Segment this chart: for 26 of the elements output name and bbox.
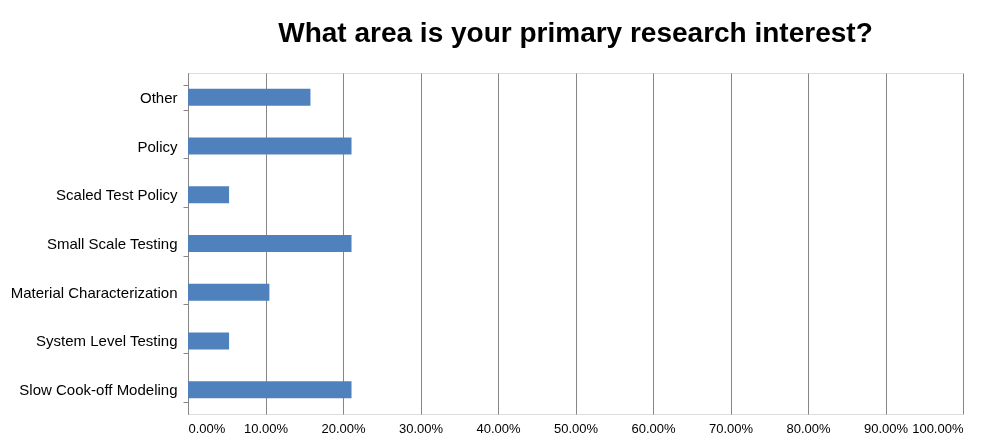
x-tick-label: 80.00%	[786, 420, 831, 436]
x-tick-label: 90.00%	[863, 420, 909, 436]
y-tick-label: Small Scale Testing	[46, 235, 178, 252]
bar	[188, 88, 311, 106]
x-tick-label: 40.00%	[476, 420, 521, 436]
bar	[188, 381, 352, 399]
y-tick-label: Other	[139, 88, 178, 106]
x-tick-label: 70.00%	[708, 420, 754, 436]
chart-title: What area is your primary research interest?	[278, 17, 873, 48]
x-tick-label: 10.00%	[243, 420, 289, 436]
x-tick-label: 50.00%	[553, 420, 599, 436]
x-tick-label: 60.00%	[631, 420, 676, 436]
x-tick-label: 100.00%	[912, 420, 964, 436]
bar	[188, 137, 352, 155]
x-tick-label: 20.00%	[321, 420, 366, 436]
y-tick-label: Policy	[137, 137, 178, 155]
y-tick-label: System Level Testing	[36, 332, 178, 350]
y-tick-label: Material Characterization	[10, 283, 178, 301]
bar	[188, 235, 352, 252]
bar	[188, 283, 270, 301]
x-tick-label: 30.00%	[398, 420, 444, 436]
x-tick-label: 0.00%	[188, 420, 226, 436]
bar	[188, 186, 230, 204]
bar	[188, 332, 230, 350]
y-tick-label: Slow Cook-off Modeling	[19, 381, 178, 399]
y-tick-label: Scaled Test Policy	[56, 186, 178, 204]
